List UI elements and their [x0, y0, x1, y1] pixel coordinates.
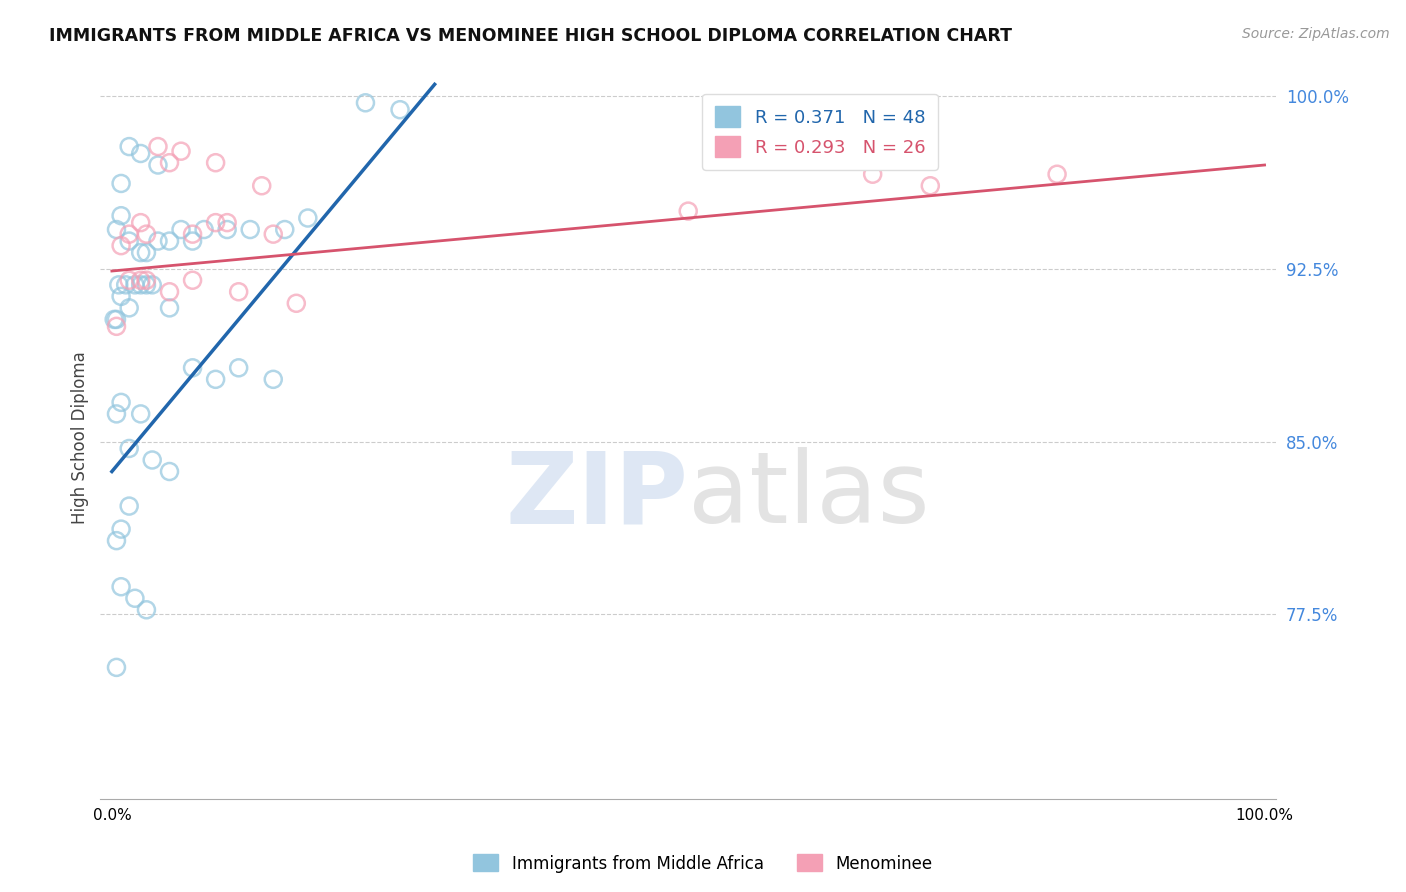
Point	[114, 277, 136, 292]
Point	[1046, 167, 1069, 181]
Point	[228, 285, 250, 299]
Point	[862, 167, 884, 181]
Point	[135, 245, 157, 260]
Point	[118, 301, 141, 315]
Point	[129, 146, 152, 161]
Point	[135, 227, 157, 241]
Point	[204, 216, 226, 230]
Point	[146, 234, 169, 248]
Point	[135, 277, 157, 292]
Point	[118, 139, 141, 153]
Point	[193, 222, 215, 236]
Point	[141, 277, 163, 292]
Y-axis label: High School Diploma: High School Diploma	[72, 351, 89, 524]
Point	[204, 372, 226, 386]
Point	[105, 533, 128, 548]
Point	[129, 277, 152, 292]
Point	[105, 660, 128, 674]
Point	[124, 591, 146, 606]
Point	[181, 234, 204, 248]
Point	[274, 222, 297, 236]
Point	[262, 227, 284, 241]
Point	[285, 296, 308, 310]
Point	[250, 178, 273, 193]
Point	[920, 178, 942, 193]
Text: Source: ZipAtlas.com: Source: ZipAtlas.com	[1241, 27, 1389, 41]
Point	[129, 407, 152, 421]
Point	[118, 227, 141, 241]
Point	[105, 407, 128, 421]
Point	[159, 465, 181, 479]
Point	[297, 211, 319, 225]
Point	[118, 234, 141, 248]
Point	[181, 360, 204, 375]
Point	[135, 273, 157, 287]
Point	[146, 139, 169, 153]
Point	[129, 216, 152, 230]
Point	[110, 289, 132, 303]
Point	[228, 360, 250, 375]
Point	[110, 209, 132, 223]
Point	[105, 222, 128, 236]
Point	[354, 95, 377, 110]
Point	[262, 372, 284, 386]
Point	[110, 177, 132, 191]
Point	[146, 158, 169, 172]
Point	[217, 216, 239, 230]
Point	[118, 499, 141, 513]
Point	[110, 238, 132, 252]
Point	[170, 222, 193, 236]
Point	[141, 453, 163, 467]
Point	[110, 580, 132, 594]
Point	[217, 222, 239, 236]
Point	[103, 312, 125, 326]
Legend: R = 0.371   N = 48, R = 0.293   N = 26: R = 0.371 N = 48, R = 0.293 N = 26	[702, 94, 938, 169]
Point	[129, 273, 152, 287]
Text: atlas: atlas	[688, 447, 929, 544]
Text: ZIP: ZIP	[505, 447, 688, 544]
Point	[105, 319, 128, 334]
Legend: Immigrants from Middle Africa, Menominee: Immigrants from Middle Africa, Menominee	[467, 847, 939, 880]
Point	[204, 155, 226, 169]
Point	[389, 103, 412, 117]
Text: IMMIGRANTS FROM MIDDLE AFRICA VS MENOMINEE HIGH SCHOOL DIPLOMA CORRELATION CHART: IMMIGRANTS FROM MIDDLE AFRICA VS MENOMIN…	[49, 27, 1012, 45]
Point	[107, 277, 129, 292]
Point	[135, 603, 157, 617]
Point	[159, 234, 181, 248]
Point	[118, 442, 141, 456]
Point	[181, 273, 204, 287]
Point	[110, 522, 132, 536]
Point	[181, 227, 204, 241]
Point	[676, 204, 699, 219]
Point	[129, 245, 152, 260]
Point	[239, 222, 262, 236]
Point	[170, 144, 193, 158]
Point	[124, 277, 146, 292]
Point	[105, 312, 128, 326]
Point	[159, 301, 181, 315]
Point	[747, 144, 769, 158]
Point	[118, 273, 141, 287]
Point	[110, 395, 132, 409]
Point	[159, 155, 181, 169]
Point	[159, 285, 181, 299]
